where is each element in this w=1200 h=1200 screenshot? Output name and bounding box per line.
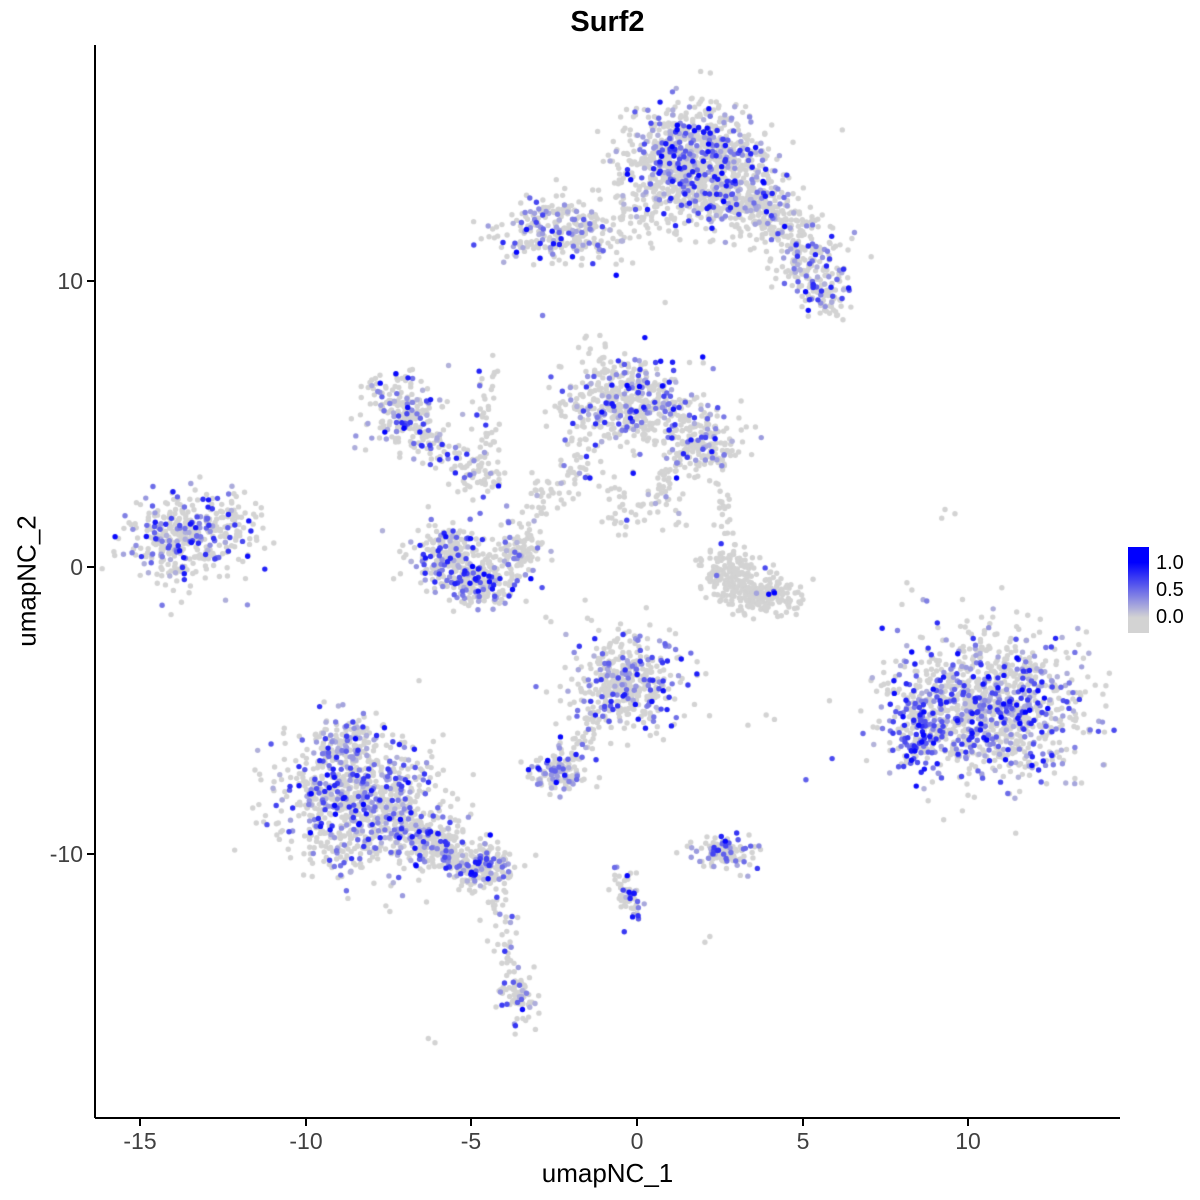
x-tick-label: 10 [955, 1128, 981, 1154]
legend-tick-label: 0.5 [1156, 579, 1184, 601]
y-tick-label: 10 [57, 268, 83, 294]
legend-tick-label: 0.0 [1156, 606, 1184, 628]
x-axis-ticks [139, 1118, 969, 1126]
y-tick-label: 0 [70, 554, 83, 580]
y-tick-label: -10 [49, 841, 83, 867]
legend-tick-label: 1.0 [1156, 552, 1184, 574]
y-axis-title: umapNC_2 [11, 515, 42, 647]
x-tick-label: -15 [123, 1128, 157, 1154]
legend-colorbar [1128, 547, 1149, 633]
x-tick-label: 0 [630, 1128, 644, 1154]
x-axis-title: umapNC_1 [541, 1158, 674, 1188]
plot-title: Surf2 [570, 6, 645, 38]
x-tick-label: -5 [460, 1128, 482, 1154]
y-axis-ticks [87, 280, 95, 855]
x-tick-label: 5 [796, 1128, 810, 1154]
x-tick-label: -10 [289, 1128, 323, 1154]
